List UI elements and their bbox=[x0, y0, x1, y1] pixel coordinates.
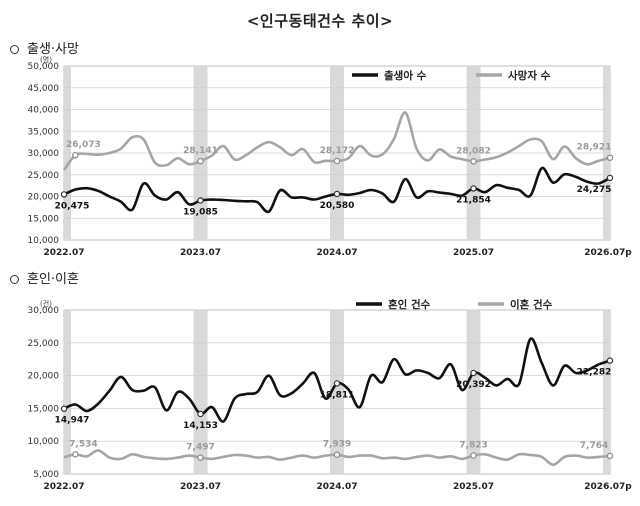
data-point-marker bbox=[197, 410, 204, 418]
july-highlight-band bbox=[466, 310, 481, 474]
data-point-marker bbox=[606, 452, 614, 460]
data-point-marker bbox=[606, 154, 614, 161]
circle-bullet-icon bbox=[10, 45, 19, 54]
legend-label: 이혼 건수 bbox=[510, 298, 553, 311]
y-tick-label: 15,000 bbox=[28, 404, 60, 414]
y-tick-label: 10,000 bbox=[28, 236, 60, 246]
y-tick-label: 30,000 bbox=[28, 149, 60, 159]
data-label: 28,082 bbox=[456, 146, 491, 156]
data-point-marker bbox=[606, 174, 614, 182]
circle-bullet-icon bbox=[10, 275, 19, 284]
data-label: 28,921 bbox=[577, 143, 612, 153]
data-label: 7,497 bbox=[186, 443, 214, 453]
y-axis-unit: (명) bbox=[40, 55, 52, 64]
data-point-marker bbox=[60, 405, 68, 412]
data-label: 28,172 bbox=[320, 146, 355, 156]
data-label: 24,275 bbox=[577, 185, 612, 195]
july-highlight-band bbox=[193, 310, 208, 474]
data-label: 21,854 bbox=[456, 195, 491, 205]
data-point-marker bbox=[333, 157, 341, 165]
data-point-marker bbox=[333, 380, 341, 387]
x-tick-label: 2022.07 bbox=[44, 248, 85, 258]
data-point-marker bbox=[60, 191, 68, 198]
data-point-marker bbox=[197, 197, 204, 204]
data-point-marker bbox=[470, 452, 477, 459]
data-point-marker bbox=[470, 185, 477, 192]
x-tick-label: 2023.07 bbox=[180, 248, 221, 258]
july-highlight-band bbox=[64, 310, 71, 474]
legend-label: 사망자 수 bbox=[508, 69, 551, 82]
y-tick-label: 20,000 bbox=[28, 193, 60, 203]
marriages-divorces-chart: 5,000 10,000 15,000 20,000 25,000 30,000(건) 20… bbox=[28, 298, 633, 492]
y-tick-label: 25,000 bbox=[28, 171, 60, 181]
section-label: 혼인·이혼 bbox=[27, 272, 79, 287]
july-highlight-band bbox=[603, 310, 610, 474]
data-point-marker bbox=[606, 357, 614, 364]
y-tick-label: 10,000 bbox=[28, 437, 60, 447]
births-deaths-chart: 10,000 15,000 20,000 25,000 30,000 35,000 40,0… bbox=[28, 55, 633, 258]
data-label: 20,580 bbox=[320, 201, 355, 211]
data-label: 7,764 bbox=[580, 441, 608, 451]
data-point-marker bbox=[72, 451, 79, 458]
data-label: 7,823 bbox=[459, 440, 487, 450]
data-point-marker bbox=[333, 190, 341, 198]
x-tick-label: 2025.07 bbox=[453, 248, 494, 258]
data-point-marker bbox=[470, 369, 477, 377]
x-tick-label: 2024.07 bbox=[317, 248, 358, 258]
data-label: 28,141 bbox=[183, 146, 218, 156]
y-tick-label: 25,000 bbox=[28, 339, 60, 349]
data-label: 20,475 bbox=[55, 201, 90, 211]
legend-label: 혼인 건수 bbox=[388, 298, 431, 311]
x-tick-label: 2025.07 bbox=[453, 482, 494, 492]
data-label: 20,392 bbox=[456, 380, 491, 390]
july-highlight-band bbox=[330, 310, 344, 474]
data-label: 26,073 bbox=[66, 140, 101, 150]
y-tick-label: 50,000 bbox=[28, 62, 60, 72]
y-tick-label: 30,000 bbox=[28, 306, 60, 316]
y-axis-unit: (건) bbox=[40, 299, 52, 308]
x-tick-label: 2022.07 bbox=[44, 482, 85, 492]
y-tick-label: 20,000 bbox=[28, 372, 60, 382]
x-tick-label: 2026.07p bbox=[584, 482, 632, 492]
data-label: 14,947 bbox=[55, 416, 90, 426]
x-tick-label: 2023.07 bbox=[180, 482, 221, 492]
y-tick-label: 5,000 bbox=[33, 470, 59, 480]
section-heading-marriages-divorces: 혼인·이혼 bbox=[10, 268, 79, 287]
page-title: <인구동태건수 추이> bbox=[246, 12, 394, 30]
x-tick-label: 2024.07 bbox=[317, 482, 358, 492]
data-label: 7,939 bbox=[323, 440, 351, 450]
y-tick-label: 40,000 bbox=[28, 106, 60, 116]
section-label: 출생·사망 bbox=[27, 42, 79, 57]
data-point-marker bbox=[197, 157, 204, 165]
y-tick-label: 15,000 bbox=[28, 214, 60, 224]
data-label: 19,085 bbox=[183, 207, 218, 217]
x-tick-label: 2026.07p bbox=[584, 248, 632, 258]
data-point-marker bbox=[470, 158, 477, 165]
section-heading-births-deaths: 출생·사망 bbox=[10, 38, 79, 57]
data-label: 7,534 bbox=[69, 439, 97, 449]
y-tick-label: 45,000 bbox=[28, 84, 60, 94]
data-label: 22,282 bbox=[577, 368, 612, 378]
data-label: 14,153 bbox=[183, 421, 218, 431]
data-point-marker bbox=[197, 454, 204, 461]
y-tick-label: 35,000 bbox=[28, 127, 60, 137]
data-point-marker bbox=[333, 451, 341, 458]
data-label: 18,811 bbox=[320, 390, 355, 400]
data-point-marker bbox=[72, 151, 79, 159]
legend-label: 출생아 수 bbox=[384, 69, 427, 82]
